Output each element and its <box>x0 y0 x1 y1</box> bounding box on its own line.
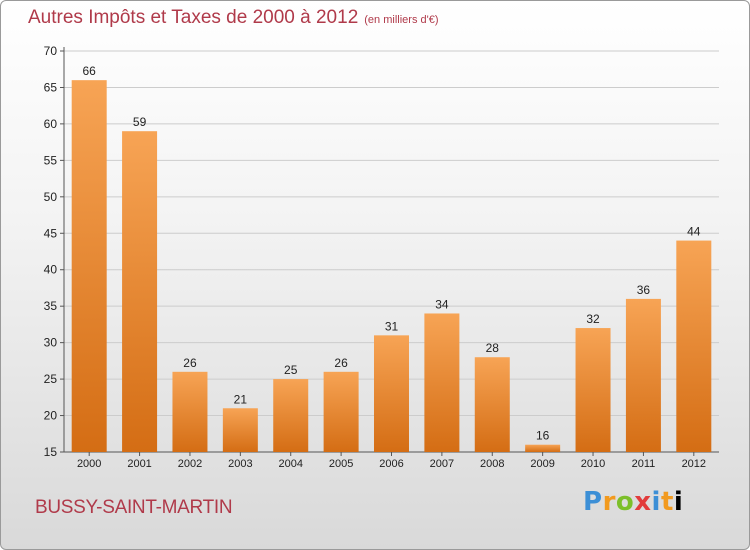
y-tick-label: 15 <box>44 445 58 459</box>
x-tick-label: 2012 <box>682 458 706 470</box>
chart-title-text: Autres Impôts et Taxes de 2000 à 2012 <box>28 7 359 28</box>
data-label: 26 <box>183 356 197 370</box>
y-tick-label: 50 <box>44 190 58 204</box>
x-tick-label: 2002 <box>178 458 202 470</box>
logo-letter: P <box>583 487 603 517</box>
y-tick-label: 30 <box>44 336 58 350</box>
y-tick-label: 25 <box>44 372 58 386</box>
chart-unit-label: (en milliers d'€) <box>364 14 439 26</box>
x-tick-label: 2000 <box>77 458 101 470</box>
bar <box>273 379 309 452</box>
x-tick-label: 2005 <box>329 458 353 470</box>
logo-letter: x <box>634 487 652 517</box>
data-label: 21 <box>234 392 248 406</box>
bars <box>71 80 712 452</box>
y-tick-label: 45 <box>44 226 58 240</box>
data-label: 32 <box>586 312 600 326</box>
bar <box>222 408 258 452</box>
x-tick-label: 2010 <box>581 458 605 470</box>
logo-letter: t <box>660 487 674 517</box>
x-tick-label: 2001 <box>127 458 151 470</box>
logo-letter: i <box>651 487 661 517</box>
logo-letter: o <box>615 487 635 517</box>
x-tick-label: 2009 <box>530 458 554 470</box>
y-tick-label: 70 <box>44 44 58 58</box>
bar <box>374 335 409 452</box>
data-label: 16 <box>536 429 550 443</box>
bar <box>625 298 661 452</box>
x-tick-label: 2011 <box>632 458 656 470</box>
data-label: 59 <box>133 115 147 129</box>
data-label: 34 <box>435 297 449 311</box>
data-label: 28 <box>486 341 500 355</box>
x-tick-label: 2008 <box>480 458 504 470</box>
x-tick-label: 2003 <box>228 458 252 470</box>
bar <box>122 131 158 452</box>
proxiti-logo: Proxiti <box>583 487 683 517</box>
y-tick-label: 60 <box>44 117 58 131</box>
logo-letter: r <box>602 487 616 517</box>
chart-title: Autres Impôts et Taxes de 2000 à 2012 (en… <box>28 7 439 29</box>
x-tick-label: 2006 <box>379 458 403 470</box>
y-tick-label: 35 <box>44 299 58 313</box>
tick-labels: 15 20 25 30 35 40 45 50 55 60 65 70 2000 2001 2002 2003… <box>44 44 706 470</box>
bar <box>424 313 460 452</box>
place-name: BUSSY-SAINT-MARTIN <box>35 497 233 518</box>
data-label: 44 <box>687 225 701 239</box>
data-labels: 66 59 26 21 25 26 31 34 28 16 32 36 44 <box>83 64 701 443</box>
bar <box>474 357 510 452</box>
x-tick-label: 2004 <box>278 458 302 470</box>
data-label: 36 <box>637 283 651 297</box>
bar <box>676 240 712 452</box>
data-label: 66 <box>83 64 97 78</box>
bar <box>525 444 561 452</box>
data-label: 26 <box>334 356 348 370</box>
x-tick-label: 2007 <box>430 458 454 470</box>
y-tick-label: 65 <box>44 80 58 94</box>
bar <box>172 371 208 452</box>
data-label: 31 <box>385 319 399 333</box>
logo-letter: i <box>673 487 684 517</box>
y-tick-label: 40 <box>44 263 58 277</box>
y-tick-label: 55 <box>44 153 58 167</box>
bar <box>71 80 107 452</box>
bar <box>323 371 359 452</box>
y-tick-label: 20 <box>44 409 58 423</box>
data-label: 25 <box>284 363 298 377</box>
bar <box>575 328 611 452</box>
